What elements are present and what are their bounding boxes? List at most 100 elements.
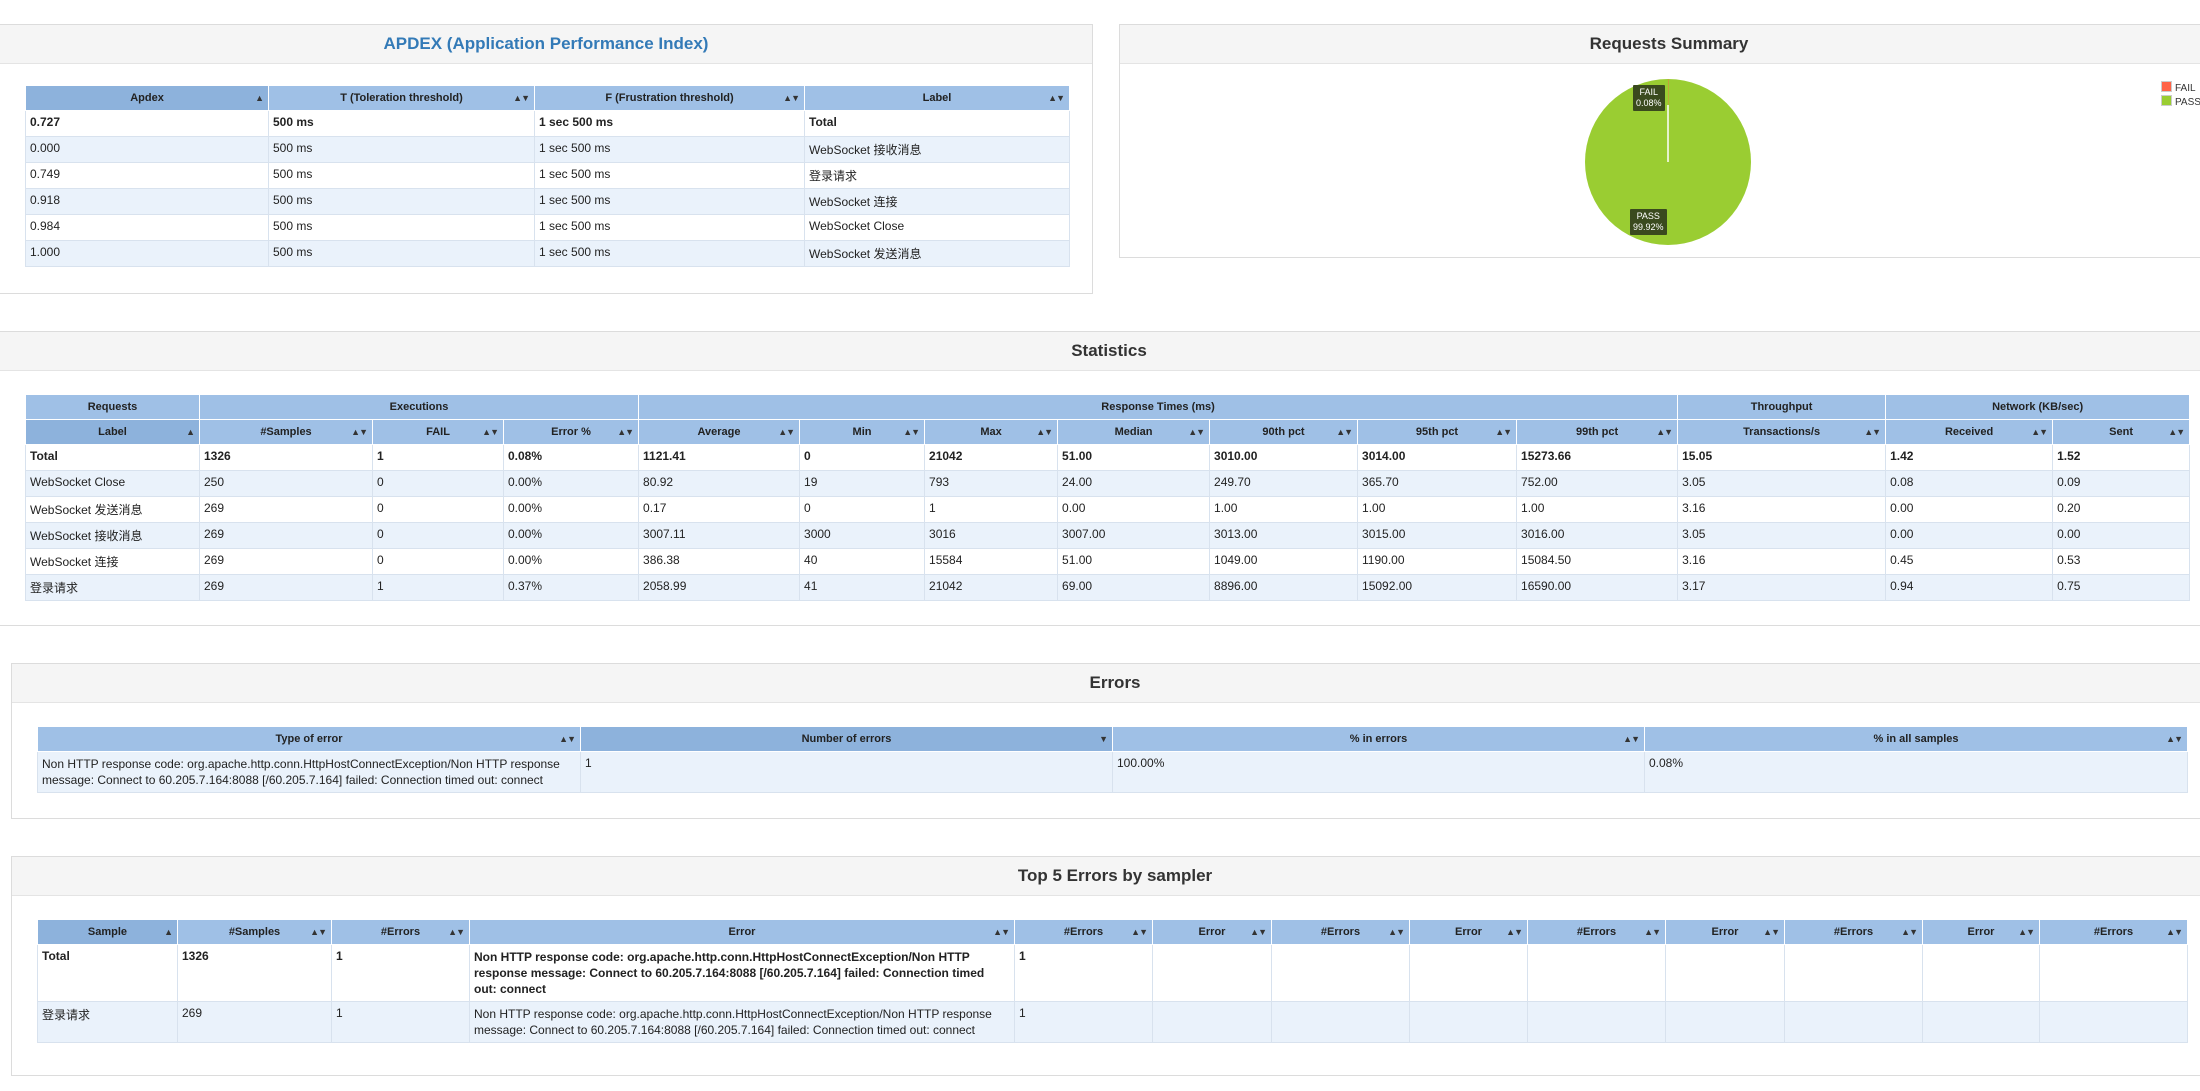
stats-header-2[interactable]: FAIL ▲▼ <box>372 419 504 445</box>
legend-swatch-pass <box>2161 95 2172 106</box>
sort-icon: ▲▼ <box>1506 927 1523 937</box>
table-row: Non HTTP response code: org.apache.http.… <box>37 751 2188 793</box>
sort-icon: ▲▼ <box>2018 927 2035 937</box>
stats-cell: WebSocket 接收消息 <box>25 522 200 549</box>
apdex-header-label[interactable]: Label ▲▼ <box>804 85 1070 111</box>
top5-header-5[interactable]: Error ▲▼ <box>1152 919 1272 945</box>
stats-cell: 0.53 <box>2052 548 2191 575</box>
top5-header-11[interactable]: Error ▲▼ <box>1922 919 2040 945</box>
stats-cell: 0.00 <box>1057 496 1211 523</box>
top5-cell <box>1784 1001 1923 1043</box>
stats-header-9[interactable]: 95th pct ▲▼ <box>1357 419 1518 445</box>
stats-cell: 3007.00 <box>1057 522 1211 549</box>
sort-icon: ▲▼ <box>1763 927 1780 937</box>
stats-cell: 40 <box>799 548 926 575</box>
stats-cell: WebSocket 连接 <box>25 548 200 575</box>
stats-cell: 1 <box>372 574 504 601</box>
stats-cell: 0.00 <box>2052 522 2191 549</box>
stats-cell: 365.70 <box>1357 470 1518 497</box>
sort-icon: ▲▼ <box>1495 427 1512 437</box>
errors-header-number[interactable]: Number of errors ▼ <box>580 726 1113 752</box>
stats-cell: 0.45 <box>1885 548 2054 575</box>
stats-header-12[interactable]: Received ▲▼ <box>1885 419 2054 445</box>
stats-cell: 15084.50 <box>1516 548 1679 575</box>
stats-header-7[interactable]: Median ▲▼ <box>1057 419 1211 445</box>
top5-header-8[interactable]: #Errors ▲▼ <box>1527 919 1666 945</box>
stats-cell: 登录请求 <box>25 574 200 601</box>
errors-table: Type of error ▲▼ Number of errors ▼ % in e… <box>37 726 2188 793</box>
sort-icon: ▲▼ <box>1036 427 1053 437</box>
stats-cell: 0.00 <box>1885 522 2054 549</box>
top5-header-4[interactable]: #Errors ▲▼ <box>1014 919 1153 945</box>
stats-cell: 21042 <box>924 444 1059 471</box>
stats-header-1[interactable]: #Samples ▲▼ <box>199 419 373 445</box>
stats-header-0[interactable]: Label ▲ <box>25 419 200 445</box>
top5-header-1[interactable]: #Samples ▲▼ <box>177 919 332 945</box>
top5-header-0[interactable]: Sample ▲ <box>37 919 178 945</box>
stats-header-5[interactable]: Min ▲▼ <box>799 419 926 445</box>
stats-cell: 51.00 <box>1057 548 1211 575</box>
stats-cell: 0.20 <box>2052 496 2191 523</box>
stats-cell: 3000 <box>799 522 926 549</box>
apdex-cell: 500 ms <box>268 214 535 241</box>
sort-icon: ▲▼ <box>1864 427 1881 437</box>
table-row: 登录请求 269 1 Non HTTP response code: org.apac… <box>37 1001 2188 1043</box>
stats-cell: 0.00 <box>1885 496 2054 523</box>
stats-header-10[interactable]: 99th pct ▲▼ <box>1516 419 1679 445</box>
top5-header-3[interactable]: Error ▲▼ <box>469 919 1015 945</box>
stats-header-6[interactable]: Max ▲▼ <box>924 419 1059 445</box>
sort-asc-icon: ▲ <box>186 427 195 437</box>
apdex-header-apdex[interactable]: Apdex ▲ <box>25 85 269 111</box>
sort-asc-icon: ▲ <box>164 927 173 937</box>
stats-cell: 15092.00 <box>1357 574 1518 601</box>
apdex-header-toleration[interactable]: T (Toleration threshold) ▲▼ <box>268 85 535 111</box>
top5-header-6[interactable]: #Errors ▲▼ <box>1271 919 1410 945</box>
errors-header-pct-errors[interactable]: % in errors ▲▼ <box>1112 726 1645 752</box>
stats-cell: 793 <box>924 470 1059 497</box>
stats-header-4[interactable]: Average ▲▼ <box>638 419 801 445</box>
apdex-header-frustration[interactable]: F (Frustration threshold) ▲▼ <box>534 85 805 111</box>
stats-cell: 15273.66 <box>1516 444 1679 471</box>
top5-cell: 1 <box>1014 944 1153 1002</box>
apdex-cell: 登录请求 <box>804 162 1070 189</box>
stats-cell: 1121.41 <box>638 444 801 471</box>
top5-header-7[interactable]: Error ▲▼ <box>1409 919 1528 945</box>
stats-cell: 269 <box>199 496 373 523</box>
stats-cell: 269 <box>199 574 373 601</box>
top5-header-10[interactable]: #Errors ▲▼ <box>1784 919 1923 945</box>
stats-header-11[interactable]: Transactions/s ▲▼ <box>1677 419 1887 445</box>
errors-header-pct-samples[interactable]: % in all samples ▲▼ <box>1644 726 2188 752</box>
requests-summary-panel: Requests Summary FAIL 0.08% PASS 99.92% FA… <box>1119 24 2200 258</box>
stats-cell: 269 <box>199 522 373 549</box>
top5-header-12[interactable]: #Errors ▲▼ <box>2039 919 2188 945</box>
sort-desc-icon: ▼ <box>1099 734 1108 744</box>
apdex-cell: 1 sec 500 ms <box>534 162 805 189</box>
stats-cell: 1049.00 <box>1209 548 1359 575</box>
errors-header-type[interactable]: Type of error ▲▼ <box>37 726 581 752</box>
top5-header-9[interactable]: Error ▲▼ <box>1665 919 1785 945</box>
legend-item-fail[interactable]: FAIL <box>2161 81 2200 95</box>
apdex-cell: 0.749 <box>25 162 269 189</box>
group-network: Network (KB/sec) <box>1885 394 2191 420</box>
stats-header-8[interactable]: 90th pct ▲▼ <box>1209 419 1359 445</box>
sort-icon: ▲▼ <box>1336 427 1353 437</box>
stats-cell: 386.38 <box>638 548 801 575</box>
stats-cell: 3.17 <box>1677 574 1887 601</box>
stats-cell: 0.08 <box>1885 470 2054 497</box>
top5-cell: Non HTTP response code: org.apache.http.… <box>469 1001 1015 1043</box>
stats-cell: 3016.00 <box>1516 522 1679 549</box>
stats-header-3[interactable]: Error % ▲▼ <box>502 419 640 445</box>
stats-cell: 0.00% <box>502 522 640 549</box>
stats-cell: 51.00 <box>1057 444 1211 471</box>
top5-table: Sample ▲ #Samples ▲▼ #Errors ▲▼ Error ▲▼ #Errors… <box>37 919 2188 1043</box>
top5-header-2[interactable]: #Errors ▲▼ <box>331 919 470 945</box>
stats-cell: 8896.00 <box>1209 574 1359 601</box>
apdex-cell: WebSocket Close <box>804 214 1070 241</box>
stats-cell: 250 <box>199 470 373 497</box>
sort-icon: ▲▼ <box>2166 927 2183 937</box>
errors-title: Errors <box>12 664 2200 703</box>
stats-header-13[interactable]: Sent ▲▼ <box>2052 419 2191 445</box>
stats-cell: 3010.00 <box>1209 444 1359 471</box>
table-row: WebSocket 发送消息 269 0 0.00% 0.17 0 1 0.00 1.00 1.0… <box>25 496 2191 523</box>
legend-item-pass[interactable]: PASS <box>2161 95 2200 109</box>
